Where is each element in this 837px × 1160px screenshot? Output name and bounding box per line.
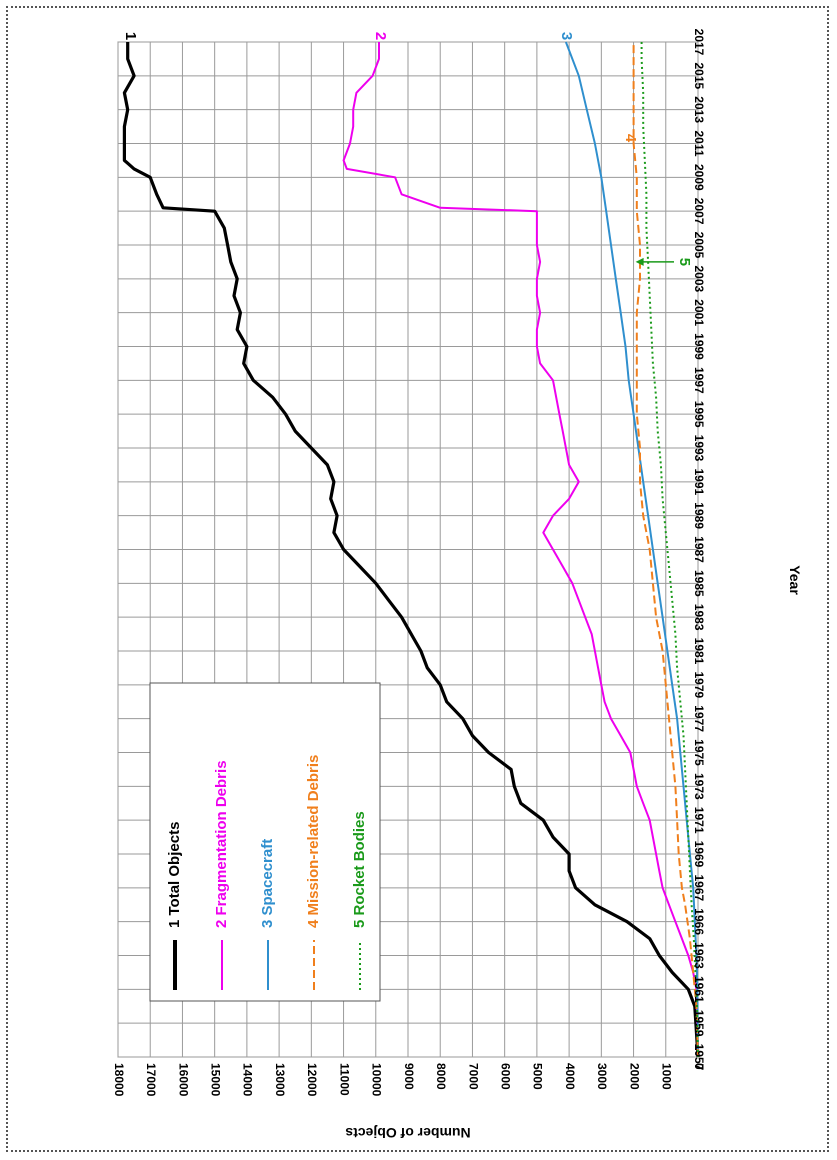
x-tick-label: 1959 bbox=[692, 1010, 706, 1037]
series-line-3 bbox=[564, 41, 699, 1058]
x-tick-label: 1977 bbox=[692, 705, 706, 732]
series-layer bbox=[122, 41, 700, 1058]
x-tick-label: 2003 bbox=[692, 265, 706, 292]
x-tick-label: 1989 bbox=[692, 502, 706, 529]
plot-area: 0 1000 2000 3000 4000 5000 6000 7000 8000 9000 100… bbox=[112, 29, 803, 1141]
x-tick-label: 2017 bbox=[692, 29, 706, 56]
series-end-label: 1 bbox=[122, 32, 139, 40]
annotation-label: 5 bbox=[676, 258, 693, 266]
legend: 1 Total Objects 2 Fragmentation Debris 3 S… bbox=[149, 682, 381, 1002]
x-ticks: 1957 1959 1961 1963 1966 1967 1969 1971 1973 1975… bbox=[692, 29, 706, 1071]
x-tick-label: 1991 bbox=[692, 468, 706, 495]
y-tick-label: 8000 bbox=[434, 1063, 448, 1090]
y-ticks: 0 1000 2000 3000 4000 5000 6000 7000 8000 9000 100… bbox=[112, 1063, 706, 1097]
y-tick-label: 1000 bbox=[660, 1063, 674, 1090]
x-tick-label: 1993 bbox=[692, 435, 706, 462]
y-tick-label: 13000 bbox=[273, 1063, 287, 1097]
series-end-label: 3 bbox=[558, 32, 575, 40]
x-axis-label: Year bbox=[787, 565, 803, 595]
series-line-5 bbox=[640, 42, 699, 1058]
y-tick-label: 18000 bbox=[112, 1063, 126, 1097]
legend-box bbox=[149, 682, 381, 1002]
series-line-2 bbox=[342, 42, 699, 1058]
y-tick-label: 4000 bbox=[563, 1063, 577, 1090]
y-tick-label: 17000 bbox=[144, 1063, 158, 1097]
legend-label: 1 Total Objects bbox=[166, 822, 183, 928]
x-tick-label: 1961 bbox=[692, 976, 706, 1003]
y-tick-label: 5000 bbox=[531, 1063, 545, 1090]
x-tick-label: 1987 bbox=[692, 536, 706, 563]
x-tick-label: 2005 bbox=[692, 232, 706, 259]
x-tick-label: 1985 bbox=[692, 570, 706, 597]
series-line-4 bbox=[632, 42, 699, 1058]
x-tick-label: 2015 bbox=[692, 62, 706, 89]
legend-label: 2 Fragmentation Debris bbox=[213, 760, 230, 928]
x-tick-label: 1975 bbox=[692, 739, 706, 766]
x-tick-label: 1999 bbox=[692, 333, 706, 360]
x-tick-label: 2001 bbox=[692, 299, 706, 326]
legend-label: 5 Rocket Bodies bbox=[351, 811, 368, 928]
annotation-arrow-head bbox=[635, 257, 644, 266]
x-tick-label: 1957 bbox=[692, 1044, 706, 1071]
y-tick-label: 11000 bbox=[337, 1063, 351, 1096]
x-tick-label: 1979 bbox=[692, 671, 706, 698]
x-tick-label: 1995 bbox=[692, 401, 706, 428]
x-tick-label: 1969 bbox=[692, 841, 706, 868]
x-tick-label: 1981 bbox=[692, 638, 706, 665]
y-tick-label: 2000 bbox=[627, 1063, 641, 1090]
y-tick-label: 14000 bbox=[241, 1063, 255, 1097]
y-tick-label: 12000 bbox=[305, 1063, 319, 1097]
legend-label: 4 Mission-related Debris bbox=[305, 755, 322, 928]
chart-frame bbox=[6, 6, 829, 1152]
y-tick-label: 0 bbox=[692, 1063, 706, 1070]
x-tick-label: 1971 bbox=[692, 807, 706, 834]
x-tick-label: 1963 bbox=[692, 942, 706, 969]
x-tick-label: 2013 bbox=[692, 96, 706, 123]
x-tick-label: 2009 bbox=[692, 164, 706, 191]
y-tick-label: 6000 bbox=[498, 1063, 512, 1090]
x-tick-label: 1983 bbox=[692, 604, 706, 631]
x-tick-label: 1997 bbox=[692, 367, 706, 394]
y-tick-label: 16000 bbox=[176, 1063, 190, 1097]
y-tick-label: 7000 bbox=[466, 1063, 480, 1090]
x-tick-label: 1967 bbox=[692, 874, 706, 901]
series-end-labels: 1 2 3 4 5 bbox=[122, 32, 693, 266]
x-tick-label: 2007 bbox=[692, 198, 706, 225]
y-tick-label: 9000 bbox=[402, 1063, 416, 1090]
y-tick-label: 15000 bbox=[208, 1063, 222, 1097]
legend-label: 3 Spacecraft bbox=[259, 839, 276, 928]
series-line-1 bbox=[122, 42, 700, 1058]
y-tick-label: 3000 bbox=[595, 1063, 609, 1090]
legend-entries: 1 Total Objects 2 Fragmentation Debris 3 S… bbox=[166, 755, 368, 990]
x-tick-label: 2011 bbox=[692, 130, 706, 156]
series-end-label: 4 bbox=[622, 134, 639, 143]
series-end-label: 2 bbox=[372, 32, 389, 40]
y-axis-label: Number of Objects bbox=[345, 1125, 470, 1141]
x-tick-label: 1966 bbox=[692, 908, 706, 935]
x-tick-label: 1973 bbox=[692, 773, 706, 800]
y-tick-label: 10000 bbox=[370, 1063, 384, 1097]
